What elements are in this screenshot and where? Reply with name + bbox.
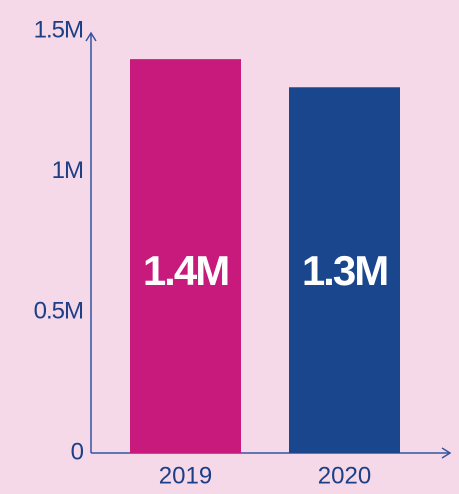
y-tick-label: 1.5M bbox=[34, 16, 83, 43]
x-axis-arrow bbox=[441, 447, 452, 459]
y-tick-label: 0 bbox=[71, 438, 84, 465]
x-tick-label: 2020 bbox=[318, 462, 371, 489]
value-label: 1.4M bbox=[143, 247, 228, 294]
y-tick-label: 0.5M bbox=[34, 298, 83, 325]
bar bbox=[289, 87, 400, 454]
x-tick-label: 2019 bbox=[159, 462, 212, 489]
bar bbox=[130, 59, 241, 454]
y-axis-arrow bbox=[85, 31, 97, 42]
value-label: 1.3M bbox=[302, 247, 387, 294]
y-tick-label: 1M bbox=[52, 157, 83, 184]
